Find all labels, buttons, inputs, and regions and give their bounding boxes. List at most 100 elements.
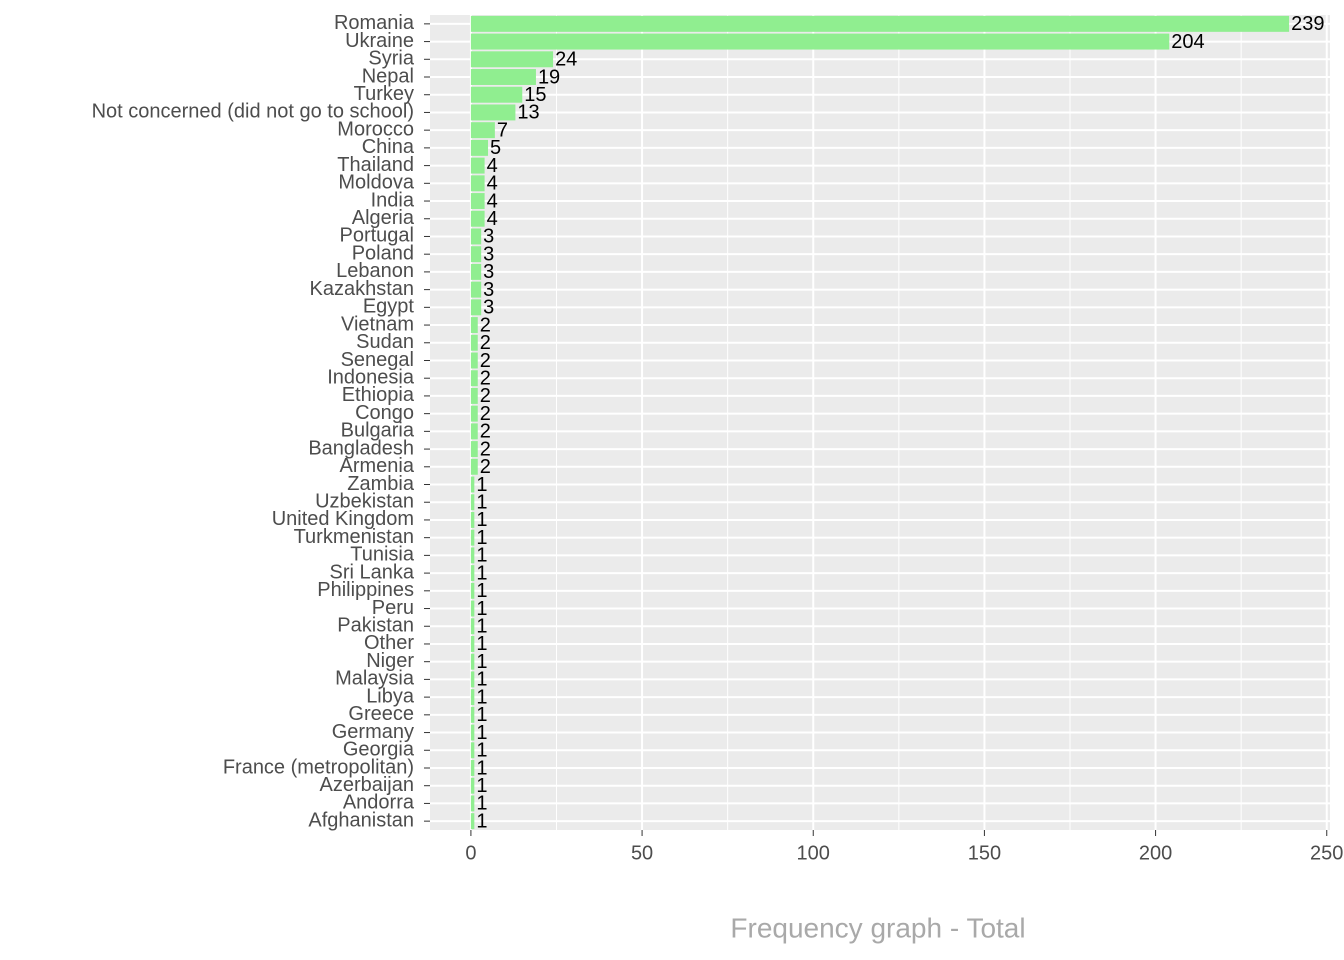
x-tick-label: 200 xyxy=(1139,842,1172,864)
bar xyxy=(470,795,475,812)
bar xyxy=(470,104,516,121)
bar xyxy=(470,777,475,794)
bar xyxy=(470,317,478,334)
y-tick-label: Congo xyxy=(355,402,414,424)
bar xyxy=(470,122,495,139)
y-tick-label: Portugal xyxy=(340,225,415,247)
value-label: 1 xyxy=(476,598,487,620)
bar xyxy=(470,86,523,103)
y-tick-label: Georgia xyxy=(343,739,415,761)
bar xyxy=(470,529,475,546)
bar xyxy=(470,813,475,830)
y-tick-label: Romania xyxy=(334,12,415,34)
y-tick-label: Sudan xyxy=(356,331,414,353)
x-tick-label: 150 xyxy=(968,842,1001,864)
bar xyxy=(470,246,482,263)
bar xyxy=(470,565,475,582)
bar xyxy=(470,33,1170,50)
value-label: 2 xyxy=(480,403,491,425)
value-label: 4 xyxy=(487,190,498,212)
bar xyxy=(470,228,482,245)
value-label: 3 xyxy=(483,279,494,301)
y-tick-label: India xyxy=(371,189,415,211)
value-label: 1 xyxy=(476,651,487,673)
value-label: 1 xyxy=(476,775,487,797)
bar xyxy=(470,405,478,422)
y-tick-label: United Kingdom xyxy=(272,508,414,530)
value-label: 1 xyxy=(476,616,487,638)
value-label: 3 xyxy=(483,243,494,265)
bar xyxy=(470,299,482,316)
y-tick-label: China xyxy=(362,136,415,158)
y-tick-label: Philippines xyxy=(317,579,414,601)
y-tick-label: Malaysia xyxy=(335,668,415,690)
y-tick-label: Vietnam xyxy=(341,313,414,335)
x-tick-label: 0 xyxy=(465,842,476,864)
x-tick-label: 250 xyxy=(1310,842,1343,864)
value-label: 1 xyxy=(476,633,487,655)
value-label: 1 xyxy=(476,474,487,496)
y-tick-label: Ukraine xyxy=(345,30,414,52)
y-tick-label: France (metropolitan) xyxy=(223,756,414,778)
y-tick-label: Lebanon xyxy=(336,260,414,282)
value-label: 1 xyxy=(476,669,487,691)
value-label: 19 xyxy=(538,66,560,88)
bar xyxy=(470,689,475,706)
value-label: 4 xyxy=(487,155,498,177)
y-tick-label: Indonesia xyxy=(327,366,415,388)
value-label: 15 xyxy=(524,84,546,106)
y-tick-label: Sri Lanka xyxy=(330,561,415,583)
value-label: 2 xyxy=(480,438,491,460)
value-label: 1 xyxy=(476,580,487,602)
y-tick-label: Algeria xyxy=(352,207,415,229)
bar xyxy=(470,476,475,493)
value-label: 3 xyxy=(483,226,494,248)
value-label: 1 xyxy=(476,740,487,762)
y-tick-label: Kazakhstan xyxy=(309,278,414,300)
bar xyxy=(470,653,475,670)
bar xyxy=(470,600,475,617)
x-tick-label: 100 xyxy=(797,842,830,864)
y-tick-label: Bulgaria xyxy=(341,420,415,442)
y-tick-label: Afghanistan xyxy=(308,809,414,831)
value-label: 24 xyxy=(555,49,577,71)
value-label: 2 xyxy=(480,421,491,443)
bar xyxy=(470,441,478,458)
bar xyxy=(470,387,478,404)
bar xyxy=(470,618,475,635)
value-label: 204 xyxy=(1171,31,1204,53)
bar xyxy=(470,458,478,475)
y-tick-label: Morocco xyxy=(337,118,414,140)
bar xyxy=(470,635,475,652)
bar xyxy=(470,157,485,174)
y-tick-label: Syria xyxy=(368,48,414,70)
y-tick-label: Tunisia xyxy=(350,544,415,566)
y-tick-label: Thailand xyxy=(337,154,414,176)
y-tick-label: Armenia xyxy=(340,455,415,477)
y-tick-label: Andorra xyxy=(343,792,415,814)
panel-background xyxy=(430,15,1330,830)
value-label: 1 xyxy=(476,757,487,779)
bar xyxy=(470,370,478,387)
value-label: 1 xyxy=(476,545,487,567)
bar xyxy=(470,210,485,227)
value-label: 7 xyxy=(497,119,508,141)
value-label: 1 xyxy=(476,527,487,549)
value-label: 4 xyxy=(487,208,498,230)
y-tick-label: Bangladesh xyxy=(308,437,414,459)
y-tick-label: Libya xyxy=(366,685,415,707)
bar xyxy=(470,760,475,776)
y-tick-label: Egypt xyxy=(363,296,415,318)
y-tick-label: Nepal xyxy=(362,65,414,87)
bar xyxy=(470,352,478,369)
x-axis-title: Frequency graph - Total xyxy=(730,912,1025,943)
y-tick-label: Turkey xyxy=(354,83,414,105)
bar xyxy=(470,724,475,741)
value-label: 1 xyxy=(476,509,487,531)
y-tick-label: Other xyxy=(364,632,414,654)
y-tick-label: Zambia xyxy=(347,473,415,495)
x-tick-label: 50 xyxy=(631,842,653,864)
y-tick-label: Moldova xyxy=(338,172,414,194)
y-tick-label: Uzbekistan xyxy=(315,491,414,513)
value-label: 13 xyxy=(517,102,539,124)
